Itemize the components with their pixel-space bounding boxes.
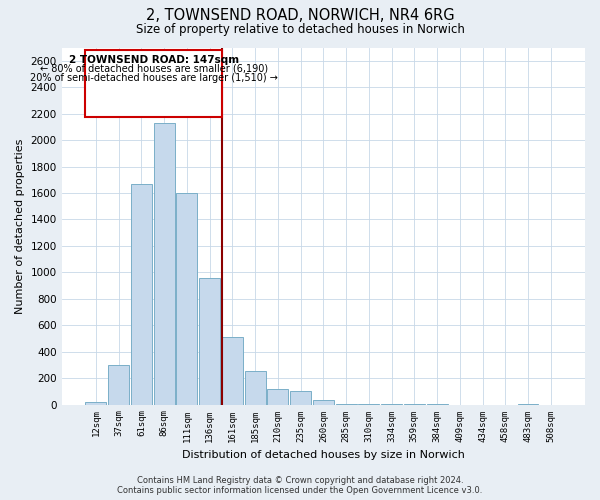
Bar	[176, 193, 197, 404]
Text: 2 TOWNSEND ROAD: 147sqm: 2 TOWNSEND ROAD: 147sqm	[68, 56, 239, 66]
Bar	[199, 278, 220, 404]
Bar	[131, 184, 152, 404]
Text: 20% of semi-detached houses are larger (1,510) →: 20% of semi-detached houses are larger (…	[30, 72, 278, 83]
Y-axis label: Number of detached properties: Number of detached properties	[15, 138, 25, 314]
Bar	[154, 123, 175, 404]
Text: 2, TOWNSEND ROAD, NORWICH, NR4 6RG: 2, TOWNSEND ROAD, NORWICH, NR4 6RG	[146, 8, 454, 22]
X-axis label: Distribution of detached houses by size in Norwich: Distribution of detached houses by size …	[182, 450, 465, 460]
Text: Size of property relative to detached houses in Norwich: Size of property relative to detached ho…	[136, 22, 464, 36]
Bar	[245, 371, 266, 404]
Bar	[290, 392, 311, 404]
Bar	[222, 337, 243, 404]
Bar	[85, 402, 106, 404]
Bar	[313, 400, 334, 404]
Bar	[85, 50, 222, 117]
Text: ← 80% of detached houses are smaller (6,190): ← 80% of detached houses are smaller (6,…	[40, 64, 268, 74]
Bar	[108, 365, 129, 405]
Bar	[268, 388, 289, 404]
Text: Contains HM Land Registry data © Crown copyright and database right 2024.
Contai: Contains HM Land Registry data © Crown c…	[118, 476, 482, 495]
